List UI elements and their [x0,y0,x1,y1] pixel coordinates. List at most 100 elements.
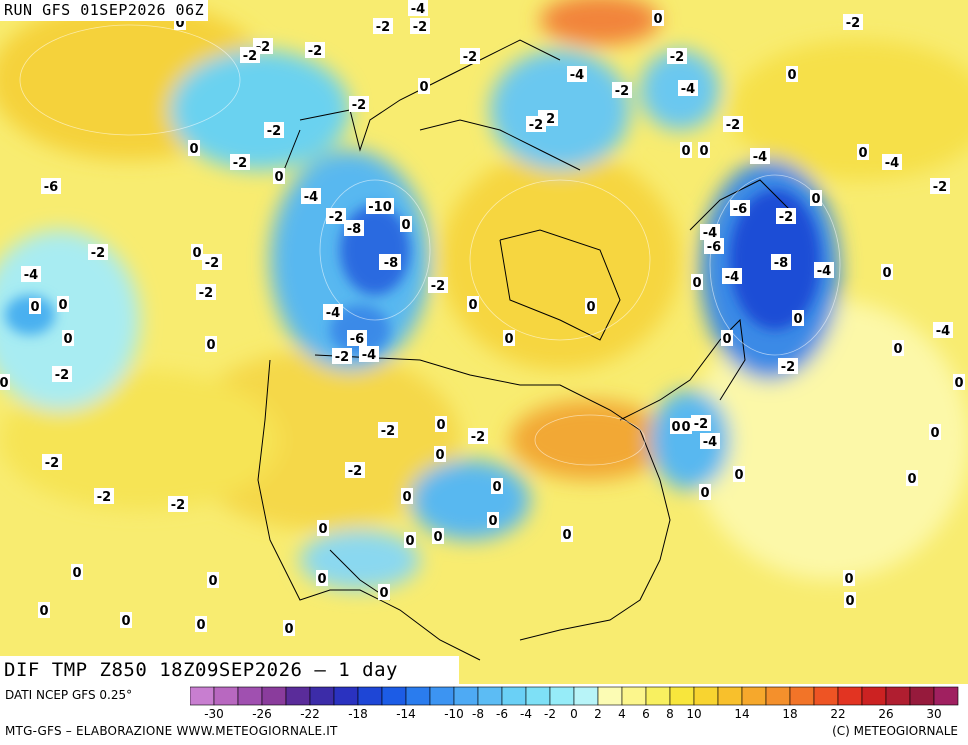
svg-text:-2: -2 [308,44,322,59]
svg-text:0: 0 [492,480,501,495]
svg-text:-2: -2 [471,430,485,445]
legend-tick-label: 18 [782,707,797,721]
svg-text:0: 0 [317,572,326,587]
contour-label: -2 [843,14,863,31]
legend-bin [285,686,311,706]
legend-tick-label: 10 [686,707,701,721]
svg-text:-2: -2 [779,210,793,225]
svg-text:0: 0 [175,16,184,31]
contour-label: -2 [930,178,950,195]
contour-label: 0 [721,330,733,347]
svg-text:-2: -2 [243,49,257,64]
svg-text:0: 0 [189,142,198,157]
contour-label: 0 [207,572,219,589]
svg-text:0: 0 [435,448,444,463]
legend-bin [453,686,479,706]
svg-text:0: 0 [653,12,662,27]
svg-text:-2: -2 [97,490,111,505]
contour-label: 0 [418,78,430,95]
svg-text:-2: -2 [463,50,477,65]
contour-label: -4 [700,433,720,450]
svg-text:0: 0 [405,534,414,549]
contour-label: 0 [691,274,703,291]
contour-label: 0 [698,142,710,159]
credit-right: (C) METEOGIORNALE [832,724,958,738]
run-label: RUN GFS 01SEP2026 06Z [0,0,209,21]
contour-label: 0 [378,584,390,601]
contour-label: 0 [432,528,444,545]
contour-label: 0 [929,424,941,441]
contour-label: 0 [57,296,69,313]
svg-text:-2: -2 [376,20,390,35]
svg-text:-4: -4 [681,82,695,97]
legend-bin [861,686,887,706]
legend-bin [933,686,959,706]
legend-bin [693,686,719,706]
svg-text:-4: -4 [936,324,950,339]
legend-bin [309,686,335,706]
legend-tick-label: 2 [594,707,602,721]
contour-label: -2 [196,284,216,301]
svg-text:-2: -2 [55,368,69,383]
contour-label: -2 [88,244,108,261]
contour-label: 0 [881,264,893,281]
svg-text:0: 0 [72,566,81,581]
color-legend: -30 -26 -22 -18 -14 -10 -8 -6 -4 -2 0 2 4 6 8 10 14 18 22 2… [190,686,959,721]
temperature-anomaly-map: -4 -2 -2 0 -2 -2 -2 -2 0 0 -4 -2 -4 -2 0 -2 -2 -2 -2 -2 -2 0 0… [0,0,968,684]
contour-label: -4 [301,188,321,205]
legend-tick-label: -6 [496,707,508,721]
legend-tick-label: 0 [570,707,578,721]
contour-label: -4 [567,66,587,83]
svg-text:0: 0 [402,490,411,505]
svg-text:-2: -2 [91,246,105,261]
contour-label: -4 [722,268,742,285]
contour-label: -6 [41,178,61,195]
legend-tick-label: 30 [926,707,941,721]
contour-label: -6 [347,330,367,347]
contour-label: 0 [585,298,597,315]
svg-text:0: 0 [787,68,796,83]
legend-bin [381,686,407,706]
contour-label: 0 [503,330,515,347]
svg-text:0: 0 [692,276,701,291]
contour-label: -2 [326,208,346,225]
svg-text:0: 0 [734,468,743,483]
legend-tick-label: -14 [396,707,416,721]
legend-bin [549,686,575,706]
svg-text:0: 0 [468,298,477,313]
svg-text:0: 0 [0,376,9,391]
legend-bin [501,686,527,706]
svg-text:-2: -2 [329,210,343,225]
contour-label: 0 [652,10,664,27]
contour-label: -2 [240,47,260,64]
svg-text:-4: -4 [725,270,739,285]
svg-text:-2: -2 [413,20,427,35]
legend-bin [597,686,623,706]
svg-text:-2: -2 [199,286,213,301]
contour-label: -4 [359,346,379,363]
legend-bin [525,686,551,706]
contour-label: -2 [667,48,687,65]
legend-ticks: -30 -26 -22 -18 -14 -10 -8 -6 -4 -2 0 2 4 6 8 10 14 18 22 2… [204,707,941,721]
svg-text:-2: -2 [352,98,366,113]
legend-tick-label: -2 [544,707,556,721]
contour-label: 0 [491,478,503,495]
svg-text:0: 0 [844,572,853,587]
legend-bin [573,686,599,706]
svg-text:-2: -2 [615,84,629,99]
contour-label: 0 [191,244,203,261]
svg-text:-2: -2 [205,256,219,271]
svg-text:-2: -2 [529,118,543,133]
contour-label: -2 [460,48,480,65]
svg-text:0: 0 [954,376,963,391]
svg-text:0: 0 [504,332,513,347]
contour-label: 0 [316,570,328,587]
contour-label: 0 [120,612,132,629]
svg-text:0: 0 [488,514,497,529]
svg-text:0: 0 [419,80,428,95]
svg-text:0: 0 [681,420,690,435]
svg-text:-6: -6 [44,180,58,195]
svg-text:0: 0 [671,420,680,435]
legend-bin [621,686,647,706]
svg-text:0: 0 [58,298,67,313]
